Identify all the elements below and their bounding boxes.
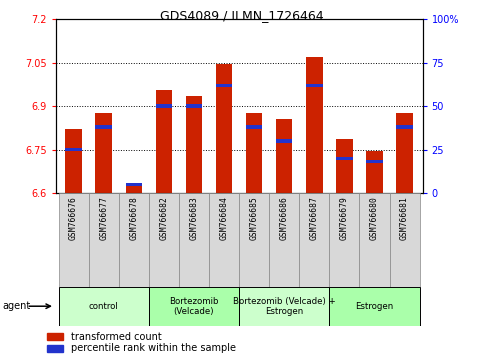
FancyBboxPatch shape (119, 193, 149, 287)
Bar (185, 104, 202, 108)
Bar (96, 113, 112, 193)
FancyBboxPatch shape (329, 287, 420, 326)
FancyBboxPatch shape (149, 193, 179, 287)
FancyBboxPatch shape (269, 193, 299, 287)
Bar (96, 125, 112, 129)
Text: GSM766682: GSM766682 (159, 196, 169, 240)
FancyBboxPatch shape (299, 193, 329, 287)
Bar (336, 156, 353, 160)
Text: GSM766676: GSM766676 (69, 196, 78, 240)
Bar (306, 57, 323, 193)
Text: GSM766687: GSM766687 (310, 196, 319, 240)
Text: GSM766685: GSM766685 (250, 196, 258, 240)
Text: GSM766678: GSM766678 (129, 196, 138, 240)
Bar (336, 139, 353, 193)
Bar (216, 84, 232, 87)
Bar (185, 96, 202, 193)
Bar (156, 90, 172, 193)
Bar (366, 151, 383, 193)
FancyBboxPatch shape (359, 193, 389, 287)
Bar (306, 84, 323, 87)
Text: GSM766683: GSM766683 (189, 196, 199, 240)
FancyBboxPatch shape (209, 193, 239, 287)
Bar (126, 183, 142, 186)
Bar (246, 113, 262, 193)
Text: GSM766679: GSM766679 (340, 196, 349, 240)
Bar (396, 125, 413, 129)
Text: transformed count: transformed count (71, 332, 162, 342)
Text: GSM766677: GSM766677 (99, 196, 108, 240)
Text: agent: agent (2, 301, 30, 311)
FancyBboxPatch shape (389, 193, 420, 287)
Bar (65, 148, 82, 151)
Bar (47, 333, 63, 340)
Text: percentile rank within the sample: percentile rank within the sample (71, 343, 237, 353)
Bar (216, 64, 232, 193)
FancyBboxPatch shape (239, 287, 329, 326)
FancyBboxPatch shape (149, 287, 239, 326)
FancyBboxPatch shape (239, 193, 269, 287)
FancyBboxPatch shape (329, 193, 359, 287)
Text: Bortezomib
(Velcade): Bortezomib (Velcade) (169, 297, 219, 316)
Text: Estrogen: Estrogen (355, 302, 394, 311)
Text: GSM766684: GSM766684 (220, 196, 228, 240)
Text: GDS4089 / ILMN_1726464: GDS4089 / ILMN_1726464 (160, 9, 323, 22)
Text: control: control (89, 302, 118, 311)
Text: GSM766686: GSM766686 (280, 196, 289, 240)
FancyBboxPatch shape (58, 287, 149, 326)
FancyBboxPatch shape (179, 193, 209, 287)
Bar (246, 125, 262, 129)
Bar (366, 160, 383, 164)
Bar (126, 186, 142, 193)
Bar (47, 344, 63, 352)
Bar (156, 104, 172, 108)
Text: GSM766680: GSM766680 (370, 196, 379, 240)
Bar (276, 139, 293, 143)
Bar (396, 113, 413, 193)
FancyBboxPatch shape (58, 193, 89, 287)
FancyBboxPatch shape (89, 193, 119, 287)
Bar (65, 129, 82, 193)
Text: GSM766681: GSM766681 (400, 196, 409, 240)
Bar (276, 119, 293, 193)
Text: Bortezomib (Velcade) +
Estrogen: Bortezomib (Velcade) + Estrogen (233, 297, 336, 316)
